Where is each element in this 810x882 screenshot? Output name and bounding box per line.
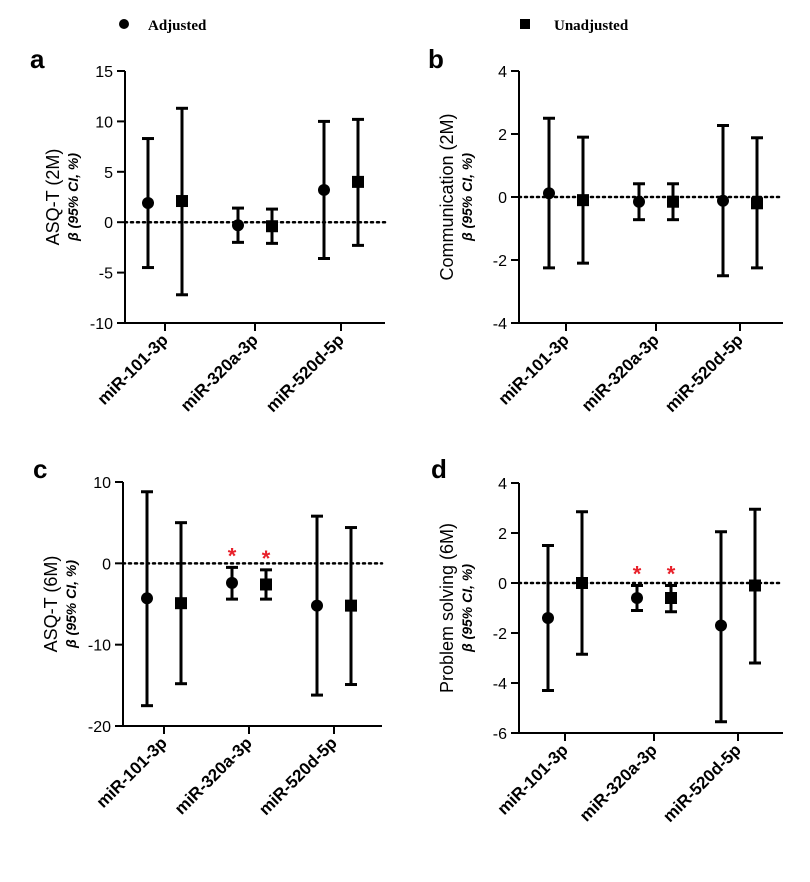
y-tick-label: -4 [493, 316, 507, 333]
y-tick-label: -20 [88, 719, 111, 736]
y-axis-subtitle: β (95% CI, %) [65, 153, 81, 242]
significance-asterisk: * [667, 562, 676, 587]
point-adjusted-mir-520d-5p [717, 194, 729, 207]
point-adjusted-mir-520d-5p [318, 183, 330, 196]
legend-adjusted-marker [119, 19, 129, 29]
point-unadjusted-mir-520d-5p [345, 599, 357, 612]
point-unadjusted-mir-320a-3p [667, 195, 679, 208]
significance-asterisk: * [228, 543, 237, 568]
y-axis-subtitle: β (95% CI, %) [459, 564, 475, 653]
point-adjusted-mir-320a-3p [631, 592, 643, 604]
panel-letter: b [428, 44, 444, 74]
chart-panel-d: d -6 -4 -2 0 2 4 miR-101-3p miR-320a-3pmiR-520d-… [431, 454, 785, 826]
point-adjusted-mir-101-3p [141, 592, 153, 605]
panel-letter: d [431, 454, 447, 484]
point-adjusted-mir-320a-3p [232, 219, 244, 232]
point-adjusted-mir-101-3p [142, 197, 154, 210]
legend: Adjusted Unadjusted [119, 18, 629, 34]
chart-panel-c: c -20 -10 0 10 miR-101-3p miR-320a-3p miR-520d-… [33, 454, 384, 819]
point-adjusted-mir-101-3p [542, 612, 554, 624]
y-tick-label: -4 [493, 676, 507, 693]
point-unadjusted-mir-101-3p [577, 194, 589, 207]
x-tick-label: miR-520d-5p [661, 330, 747, 416]
significance-asterisk: * [633, 562, 642, 587]
legend-unadjusted-label: Unadjusted [554, 18, 629, 34]
point-unadjusted-mir-320a-3p [266, 220, 278, 233]
y-tick-label: 0 [104, 215, 113, 232]
y-tick-label: 2 [498, 127, 507, 144]
y-tick-label: 2 [498, 526, 507, 543]
legend-unadjusted-marker [520, 19, 530, 29]
point-unadjusted-mir-101-3p [176, 195, 188, 208]
y-tick-label: 0 [498, 190, 507, 207]
x-tick-label: miR-101-3p [94, 330, 172, 408]
point-adjusted-mir-520d-5p [715, 619, 727, 632]
chart-panel-a: a -10 -5 0 5 10 15 miR-101-3p miR-320a-3p miR-520… [30, 44, 387, 416]
x-tick-label: miR-320a-3p [576, 740, 661, 825]
y-tick-label: -10 [88, 638, 111, 655]
y-tick-label: 4 [498, 476, 507, 493]
y-axis-title: Communication (2M) [437, 113, 457, 280]
significance-asterisk: * [262, 546, 271, 571]
y-axis-title: ASQ-T (2M) [43, 149, 63, 246]
y-tick-label: -2 [493, 626, 507, 643]
y-tick-label: 5 [104, 165, 113, 182]
x-tick-label: miR-520d-5p [255, 733, 341, 819]
y-tick-label: 15 [95, 64, 113, 81]
point-unadjusted-mir-520d-5p [352, 175, 364, 188]
x-tick-label: miR-101-3p [93, 733, 171, 811]
y-axis-title: Problem solving (6M) [437, 523, 457, 693]
y-tick-label: 0 [498, 576, 507, 593]
chart-panel-b: b -4 -2 0 2 4 miR-101-3p miR-320a-3pmiR-520d-5p… [428, 44, 785, 416]
x-tick-label: miR-320a-3p [578, 330, 663, 415]
y-axis-subtitle: β (95% CI, %) [63, 560, 79, 649]
y-tick-label: -10 [90, 316, 113, 333]
y-axis-title: ASQ-T (6M) [41, 556, 61, 653]
point-adjusted-mir-101-3p [543, 187, 555, 200]
point-adjusted-mir-320a-3p [633, 195, 645, 208]
point-unadjusted-mir-520d-5p [749, 579, 761, 592]
y-axis-subtitle: β (95% CI, %) [459, 153, 475, 242]
point-unadjusted-mir-101-3p [175, 597, 187, 610]
y-tick-label: -6 [493, 726, 507, 743]
panel-letter: a [30, 44, 45, 74]
x-tick-label: miR-520d-5p [659, 740, 745, 826]
legend-adjusted-label: Adjusted [148, 18, 207, 34]
point-unadjusted-mir-320a-3p [665, 592, 677, 604]
point-unadjusted-mir-320a-3p [260, 578, 272, 591]
point-unadjusted-mir-520d-5p [751, 197, 763, 210]
x-tick-label: miR-101-3p [495, 330, 573, 408]
x-tick-label: miR-101-3p [494, 740, 572, 818]
x-tick-label: miR-520d-5p [262, 330, 348, 416]
panel-letter: c [33, 454, 47, 484]
y-tick-label: -2 [493, 253, 507, 270]
y-tick-label: 10 [93, 475, 111, 492]
x-tick-label: miR-320a-3p [177, 330, 262, 415]
y-tick-label: 0 [102, 556, 111, 573]
x-tick-label: miR-320a-3p [171, 733, 256, 818]
y-tick-label: -5 [99, 266, 113, 283]
point-adjusted-mir-320a-3p [226, 576, 238, 589]
y-tick-label: 10 [95, 114, 113, 131]
point-unadjusted-mir-101-3p [576, 577, 588, 589]
point-adjusted-mir-520d-5p [311, 599, 323, 612]
y-tick-label: 4 [498, 64, 507, 81]
